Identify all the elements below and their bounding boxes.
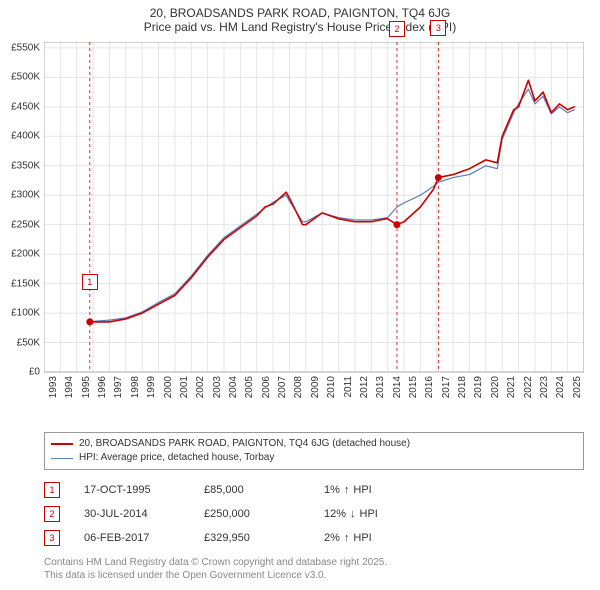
x-axis-label: 2002 — [195, 376, 206, 398]
x-axis-label: 1994 — [64, 376, 75, 398]
datapoint-date: 30-JUL-2014 — [84, 508, 204, 520]
x-axis-label: 2008 — [293, 376, 304, 398]
footer-line2: This data is licensed under the Open Gov… — [44, 569, 584, 582]
x-axis-label: 2024 — [555, 376, 566, 398]
x-axis-label: 2018 — [457, 376, 468, 398]
x-axis-label: 2003 — [212, 376, 223, 398]
legend-label-price: 20, BROADSANDS PARK ROAD, PAIGNTON, TQ4 … — [79, 437, 410, 451]
x-axis-label: 2007 — [277, 376, 288, 398]
x-axis-label: 1997 — [113, 376, 124, 398]
y-axis-label: £350K — [0, 160, 40, 171]
x-axis-label: 2015 — [408, 376, 419, 398]
datapoint-row: 3 06-FEB-2017£329,9502%↑HPI — [44, 526, 584, 550]
x-axis-label: 1999 — [146, 376, 157, 398]
x-axis-label: 1993 — [48, 376, 59, 398]
datapoint-price: £250,000 — [204, 508, 324, 520]
arrow-down-icon: ↓ — [350, 508, 356, 520]
x-axis-label: 2023 — [539, 376, 550, 398]
x-axis-label: 2017 — [441, 376, 452, 398]
y-axis-label: £450K — [0, 101, 40, 112]
x-axis-label: 2011 — [343, 376, 354, 398]
x-axis-label: 2000 — [163, 376, 174, 398]
chart-marker-badge: 1 — [82, 274, 98, 290]
legend-label-hpi: HPI: Average price, detached house, Torb… — [79, 451, 274, 465]
legend-swatch-hpi — [51, 458, 73, 459]
y-axis-label: £150K — [0, 278, 40, 289]
y-axis-label: £50K — [0, 337, 40, 348]
x-axis-label: 2009 — [310, 376, 321, 398]
datapoint-badge: 2 — [44, 506, 60, 522]
x-axis-label: 2001 — [179, 376, 190, 398]
datapoint-row: 1 17-OCT-1995£85,0001%↑HPI — [44, 478, 584, 502]
chart-marker-badge: 2 — [389, 21, 405, 37]
datapoint-date: 06-FEB-2017 — [84, 532, 204, 544]
x-axis-label: 2010 — [326, 376, 337, 398]
x-axis-label: 2004 — [228, 376, 239, 398]
datapoint-row: 2 30-JUL-2014£250,00012%↓HPI — [44, 502, 584, 526]
x-axis-label: 2025 — [572, 376, 583, 398]
x-axis-label: 2013 — [375, 376, 386, 398]
footer-line1: Contains HM Land Registry data © Crown c… — [44, 556, 584, 569]
x-axis-label: 2012 — [359, 376, 370, 398]
datapoint-table: 1 17-OCT-1995£85,0001%↑HPI 2 30-JUL-2014£25… — [44, 478, 584, 550]
datapoint-delta: 1%↑HPI — [324, 484, 372, 496]
x-axis-label: 2016 — [424, 376, 435, 398]
datapoint-badge: 3 — [44, 530, 60, 546]
legend-swatch-price — [51, 443, 73, 445]
x-axis-label: 1998 — [130, 376, 141, 398]
datapoint-badge: 1 — [44, 482, 60, 498]
legend-item-price: 20, BROADSANDS PARK ROAD, PAIGNTON, TQ4 … — [51, 437, 577, 451]
arrow-up-icon: ↑ — [344, 532, 350, 544]
arrow-up-icon: ↑ — [344, 484, 350, 496]
datapoint-date: 17-OCT-1995 — [84, 484, 204, 496]
datapoint-delta: 2%↑HPI — [324, 532, 372, 544]
page-title-address: 20, BROADSANDS PARK ROAD, PAIGNTON, TQ4 … — [0, 0, 600, 20]
y-axis-label: £500K — [0, 72, 40, 83]
datapoint-price: £85,000 — [204, 484, 324, 496]
x-axis-label: 2020 — [490, 376, 501, 398]
datapoint-price: £329,950 — [204, 532, 324, 544]
x-axis-label: 2019 — [473, 376, 484, 398]
x-axis-label: 2006 — [261, 376, 272, 398]
y-axis-label: £250K — [0, 219, 40, 230]
legend: 20, BROADSANDS PARK ROAD, PAIGNTON, TQ4 … — [44, 432, 584, 470]
y-axis-label: £550K — [0, 42, 40, 53]
x-axis-label: 2014 — [392, 376, 403, 398]
x-axis-label: 1996 — [97, 376, 108, 398]
y-axis-label: £200K — [0, 249, 40, 260]
y-axis-label: £0 — [0, 367, 40, 378]
chart-marker-badge: 3 — [430, 20, 446, 36]
x-axis-label: 2021 — [506, 376, 517, 398]
price-chart — [44, 42, 584, 406]
page-title-sub: Price paid vs. HM Land Registry's House … — [0, 20, 600, 38]
legend-item-hpi: HPI: Average price, detached house, Torb… — [51, 451, 577, 465]
x-axis-label: 1995 — [81, 376, 92, 398]
y-axis-label: £400K — [0, 131, 40, 142]
datapoint-delta: 12%↓HPI — [324, 508, 378, 520]
x-axis-label: 2022 — [523, 376, 534, 398]
x-axis-label: 2005 — [244, 376, 255, 398]
footer: Contains HM Land Registry data © Crown c… — [44, 556, 584, 582]
y-axis-label: £100K — [0, 308, 40, 319]
y-axis-label: £300K — [0, 190, 40, 201]
